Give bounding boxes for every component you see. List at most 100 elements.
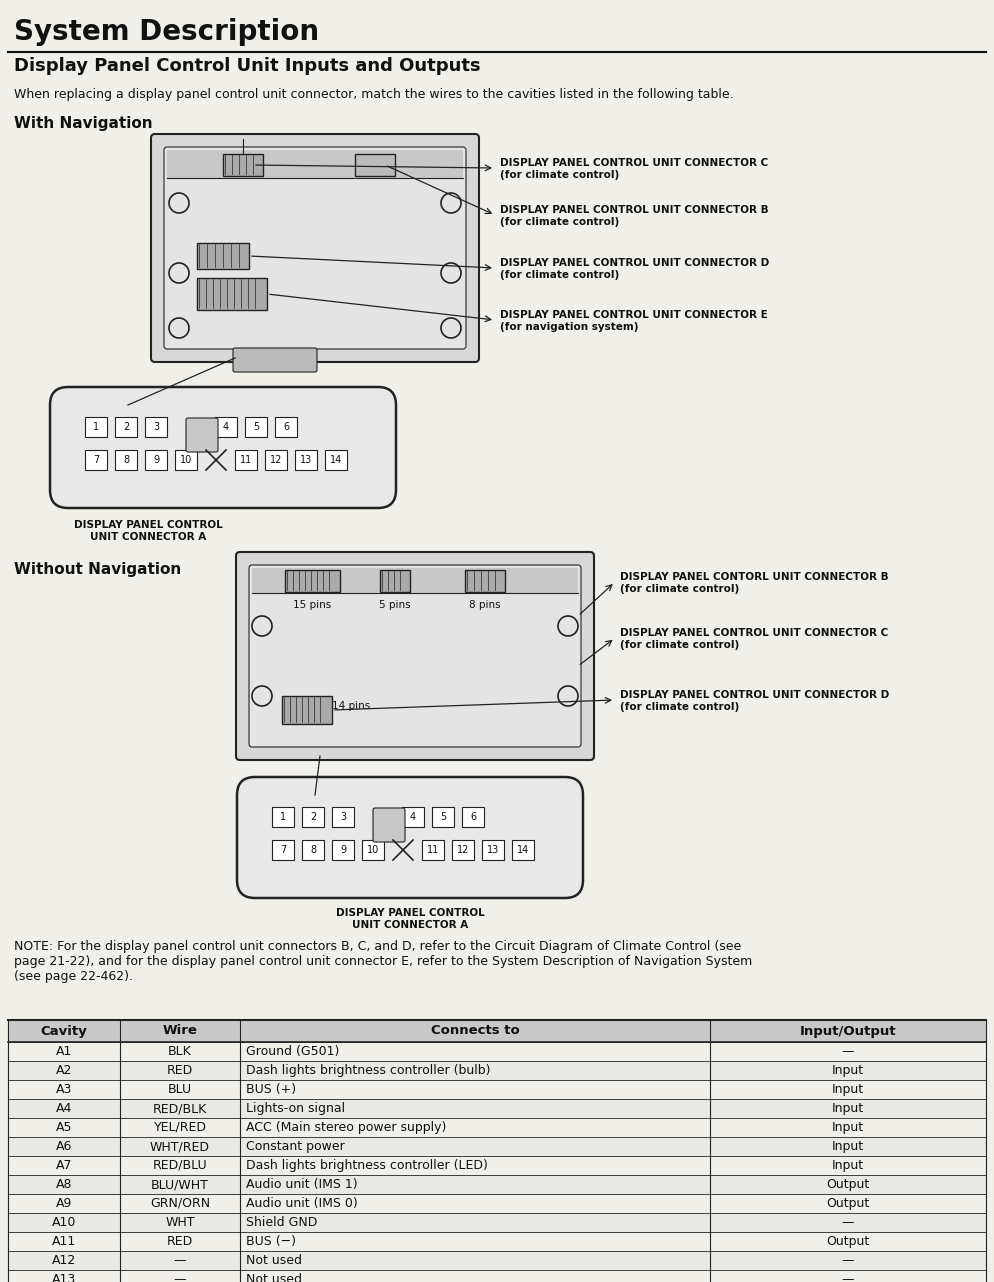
Text: A8: A8 (56, 1178, 73, 1191)
Text: 8: 8 (123, 455, 129, 465)
Text: —: — (842, 1254, 854, 1267)
Text: Not used: Not used (246, 1254, 302, 1267)
Text: Input: Input (832, 1140, 864, 1153)
Text: BLU: BLU (168, 1083, 192, 1096)
FancyBboxPatch shape (380, 570, 410, 592)
Bar (8, 1213, 986, 1232)
Text: Display Panel Control Unit Inputs and Outputs: Display Panel Control Unit Inputs and Ou… (14, 56, 481, 76)
Text: Not used: Not used (246, 1273, 302, 1282)
Text: 5 pins: 5 pins (379, 600, 411, 610)
Bar (8, 1137, 986, 1156)
Text: A12: A12 (52, 1254, 77, 1267)
Bar (115, 450, 137, 470)
Text: 14: 14 (330, 455, 342, 465)
Text: —: — (842, 1217, 854, 1229)
Text: WHT: WHT (165, 1217, 195, 1229)
Text: 8: 8 (310, 845, 316, 855)
Bar (265, 450, 287, 470)
Text: 4: 4 (410, 812, 416, 822)
Text: 3: 3 (340, 812, 346, 822)
Text: Input: Input (832, 1064, 864, 1077)
Text: —: — (842, 1273, 854, 1282)
Text: —: — (174, 1254, 186, 1267)
Text: DISPLAY PANEL CONTROL UNIT CONNECTOR B
(for climate control): DISPLAY PANEL CONTROL UNIT CONNECTOR B (… (500, 205, 768, 227)
Bar (8, 1176, 986, 1194)
Text: A10: A10 (52, 1217, 77, 1229)
Text: WHT/RED: WHT/RED (150, 1140, 210, 1153)
Text: DISPLAY PANEL CONTROL
UNIT CONNECTOR A: DISPLAY PANEL CONTROL UNIT CONNECTOR A (74, 520, 223, 541)
Text: 7: 7 (280, 845, 286, 855)
Text: Audio unit (IMS 0): Audio unit (IMS 0) (246, 1197, 358, 1210)
Text: Constant power: Constant power (246, 1140, 345, 1153)
Text: Output: Output (826, 1178, 870, 1191)
Bar (512, 840, 534, 860)
Text: Input: Input (832, 1083, 864, 1096)
Bar (302, 806, 324, 827)
FancyBboxPatch shape (197, 278, 267, 310)
Bar (325, 450, 347, 470)
Text: DISPLAY PANEL CONTROL UNIT CONNECTOR D
(for climate control): DISPLAY PANEL CONTROL UNIT CONNECTOR D (… (500, 258, 769, 279)
Bar (482, 840, 504, 860)
Text: 4: 4 (223, 422, 229, 432)
Text: A6: A6 (56, 1140, 73, 1153)
Text: DISPLAY PANEL CONTROL UNIT CONNECTOR C
(for climate control): DISPLAY PANEL CONTROL UNIT CONNECTOR C (… (500, 158, 768, 179)
Bar (252, 568, 578, 594)
Text: 2: 2 (123, 422, 129, 432)
Text: 15 pins: 15 pins (293, 600, 331, 610)
Bar (8, 1079, 986, 1099)
Bar (452, 840, 474, 860)
Text: Input/Output: Input/Output (800, 1024, 897, 1037)
Text: Connects to: Connects to (430, 1024, 520, 1037)
Text: Dash lights brightness controller (LED): Dash lights brightness controller (LED) (246, 1159, 488, 1172)
Bar (115, 417, 137, 437)
Text: 14: 14 (517, 845, 529, 855)
Text: 9: 9 (153, 455, 159, 465)
FancyBboxPatch shape (236, 553, 594, 760)
FancyBboxPatch shape (465, 570, 505, 592)
FancyBboxPatch shape (151, 135, 479, 362)
Text: Cavity: Cavity (41, 1024, 87, 1037)
Text: 7: 7 (92, 455, 99, 465)
Text: —: — (842, 1045, 854, 1058)
Text: A1: A1 (56, 1045, 73, 1058)
Text: DISPLAY PANEL CONTROL UNIT CONNECTOR D
(for climate control): DISPLAY PANEL CONTROL UNIT CONNECTOR D (… (620, 690, 890, 712)
Text: BUS (−): BUS (−) (246, 1235, 296, 1247)
Text: Dash lights brightness controller (bulb): Dash lights brightness controller (bulb) (246, 1064, 490, 1077)
Bar (432, 806, 454, 827)
Bar (8, 1061, 986, 1079)
Text: When replacing a display panel control unit connector, match the wires to the ca: When replacing a display panel control u… (14, 88, 734, 101)
FancyBboxPatch shape (249, 565, 581, 747)
Text: RED: RED (167, 1064, 193, 1077)
Text: 10: 10 (180, 455, 192, 465)
Text: RED/BLU: RED/BLU (153, 1159, 208, 1172)
Text: BLU/WHT: BLU/WHT (151, 1178, 209, 1191)
Text: DISPLAY PANEL CONTROL UNIT CONNECTOR C
(for climate control): DISPLAY PANEL CONTROL UNIT CONNECTOR C (… (620, 628, 889, 650)
Bar (145, 417, 167, 437)
Bar (8, 1099, 986, 1118)
Bar (8, 1251, 986, 1270)
Bar (8, 1270, 986, 1282)
FancyBboxPatch shape (233, 347, 317, 372)
Text: A5: A5 (56, 1120, 73, 1135)
Text: BUS (+): BUS (+) (246, 1083, 296, 1096)
Text: 6: 6 (470, 812, 476, 822)
Text: DISPLAY PANEL CONTROL UNIT CONNECTOR E
(for navigation system): DISPLAY PANEL CONTROL UNIT CONNECTOR E (… (500, 310, 767, 332)
Text: Output: Output (826, 1197, 870, 1210)
Text: 10: 10 (367, 845, 379, 855)
FancyBboxPatch shape (186, 418, 218, 453)
Bar (145, 450, 167, 470)
Text: DISPLAY PANEL CONTORL UNIT CONNECTOR B
(for climate control): DISPLAY PANEL CONTORL UNIT CONNECTOR B (… (620, 572, 889, 594)
Text: YEL/RED: YEL/RED (153, 1120, 207, 1135)
Bar (272, 806, 294, 827)
Text: A9: A9 (56, 1197, 73, 1210)
Text: Input: Input (832, 1120, 864, 1135)
Text: Audio unit (IMS 1): Audio unit (IMS 1) (246, 1178, 358, 1191)
Text: RED: RED (167, 1235, 193, 1247)
Text: Wire: Wire (163, 1024, 198, 1037)
Bar (332, 806, 354, 827)
Text: 6: 6 (283, 422, 289, 432)
Text: 5: 5 (440, 812, 446, 822)
Text: Shield GND: Shield GND (246, 1217, 317, 1229)
Bar (8, 1118, 986, 1137)
FancyBboxPatch shape (237, 777, 583, 897)
